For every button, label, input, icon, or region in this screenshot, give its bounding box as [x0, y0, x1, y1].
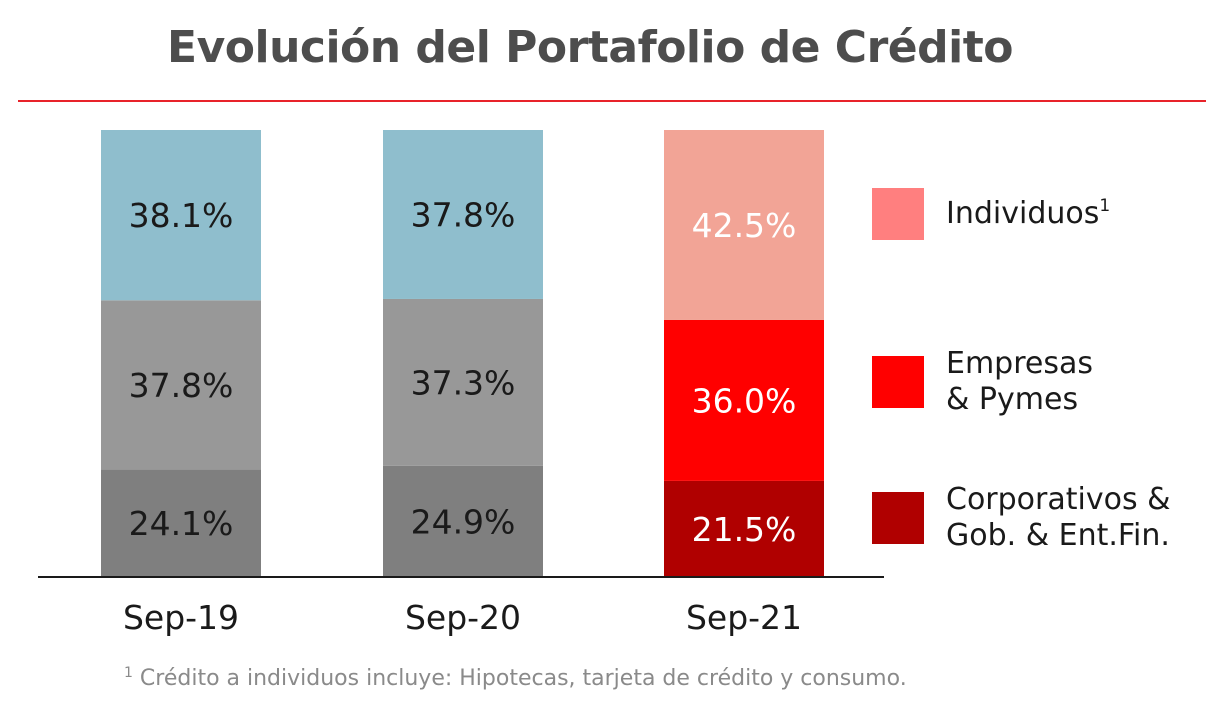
bar-segment-sep-20-empresas-pymes [383, 298, 543, 466]
data-label-sep-20-corporativos-gob-ent-fin: 24.9% [411, 502, 516, 541]
data-label-sep-20-individuos: 37.8% [411, 195, 516, 234]
data-label-sep-21-corporativos-gob-ent-fin: 21.5% [692, 510, 797, 549]
bar-segment-sep-19-corporativos-gob-ent-fin [101, 469, 261, 577]
legend-swatch-empresas-pymes [872, 356, 924, 408]
data-label-sep-20-empresas-pymes: 37.3% [411, 363, 516, 402]
x-tick-label-sep-21: Sep-21 [686, 598, 802, 637]
legend-swatch-corporativos [872, 492, 924, 544]
data-label-sep-21-individuos: 42.5% [692, 206, 797, 245]
footnote-text: Crédito a individuos incluye: Hipotecas,… [132, 666, 907, 691]
legend-swatch-individuos [872, 188, 924, 240]
legend-label-empresas-pymes: Empresas & Pymes [946, 346, 1093, 417]
legend-item-individuos: Individuos1 [872, 188, 1110, 240]
title-divider [18, 100, 1206, 102]
bar-segment-sep-21-individuos [664, 130, 824, 320]
x-tick-label-sep-20: Sep-20 [405, 598, 521, 637]
footnote: 1 Crédito a individuos incluye: Hipoteca… [124, 666, 907, 691]
data-label-sep-19-corporativos-gob-ent-fin: 24.1% [129, 504, 234, 543]
data-label-sep-19-individuos: 38.1% [129, 196, 234, 235]
legend-label-corporativos: Corporativos & Gob. & Ent.Fin. [946, 482, 1171, 553]
bar-segment-sep-19-empresas-pymes [101, 300, 261, 470]
bar-segment-sep-21-empresas-pymes [664, 319, 824, 481]
data-label-sep-21-empresas-pymes: 36.0% [692, 381, 797, 420]
x-tick-label-sep-19: Sep-19 [123, 598, 239, 637]
bar-segment-sep-20-individuos [383, 130, 543, 299]
legend-superscript: 1 [1099, 196, 1111, 216]
chart-title: Evolución del Portafolio de Crédito [167, 22, 1013, 73]
legend-label-individuos: Individuos1 [946, 196, 1111, 231]
bar-segment-sep-21-corporativos-gob-ent-fin [664, 480, 824, 577]
bar-segment-sep-19-individuos [101, 130, 261, 301]
data-label-sep-19-empresas-pymes: 37.8% [129, 366, 234, 405]
footnote-marker: 1 [124, 665, 133, 681]
legend-item-corporativos: Corporativos & Gob. & Ent.Fin. [872, 482, 1171, 554]
legend-item-empresas-pymes: Empresas & Pymes [872, 346, 1093, 418]
bar-segment-sep-20-corporativos-gob-ent-fin [383, 465, 543, 577]
